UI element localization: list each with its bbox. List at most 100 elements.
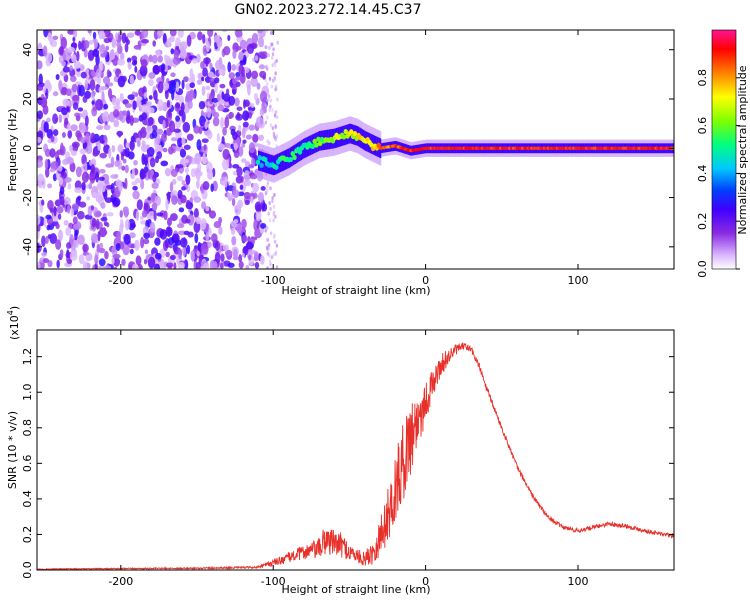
noise-cell xyxy=(222,126,227,136)
noise-cell xyxy=(264,191,268,196)
tick-label: 0.4 xyxy=(21,490,34,508)
noise-cell xyxy=(241,158,247,163)
noise-cell xyxy=(141,39,149,44)
noise-cell xyxy=(183,230,190,236)
noise-cell xyxy=(209,77,215,83)
noise-cell xyxy=(134,177,142,184)
noise-cell xyxy=(132,100,137,110)
snr-y-axis: 0.0 0.2 0.4 0.6 0.8 1.0 1.2 xyxy=(21,348,674,579)
snr-y-multiplier: (x104) xyxy=(6,306,21,340)
signal-band xyxy=(262,152,265,173)
noise-cell xyxy=(125,142,130,149)
signal-core xyxy=(297,149,303,155)
snr-x-label: Height of straight line (km) xyxy=(281,583,430,596)
noise-cell xyxy=(234,30,243,38)
noise-cell xyxy=(242,139,247,144)
noise-cell xyxy=(147,196,151,201)
noise-cell xyxy=(151,182,159,189)
noise-cell xyxy=(219,83,226,89)
noise-cell xyxy=(202,112,209,117)
noise-cell xyxy=(143,258,148,265)
noise-cell xyxy=(88,40,94,45)
noise-cell xyxy=(273,134,276,139)
noise-cell xyxy=(129,139,135,151)
noise-cell xyxy=(257,191,265,203)
noise-cell xyxy=(221,136,225,146)
signal-band xyxy=(281,151,283,172)
noise-cell xyxy=(131,55,138,62)
noise-cell xyxy=(267,53,270,58)
noise-cell xyxy=(86,196,90,201)
noise-cell xyxy=(47,32,52,42)
tick-label: 0.2 xyxy=(696,212,709,230)
noise-cell xyxy=(111,38,117,48)
signal-core xyxy=(352,131,358,137)
noise-cell xyxy=(258,134,265,141)
noise-cell xyxy=(275,243,279,248)
noise-cell xyxy=(239,60,247,66)
noise-cell xyxy=(216,93,221,102)
noise-cell xyxy=(222,244,230,252)
noise-cell xyxy=(149,157,156,168)
noise-cell xyxy=(266,184,269,189)
noise-cell xyxy=(267,94,271,99)
noise-cell xyxy=(243,99,250,107)
noise-cell xyxy=(103,124,111,131)
noise-cell xyxy=(37,224,41,232)
noise-cell xyxy=(181,186,186,191)
noise-cell xyxy=(256,224,260,229)
noise-cell xyxy=(117,180,123,192)
noise-cell xyxy=(233,218,239,224)
noise-cell xyxy=(201,76,205,82)
noise-cell xyxy=(170,30,175,35)
noise-cell xyxy=(181,136,186,146)
noise-cell xyxy=(226,192,233,197)
tick-label: 1.0 xyxy=(21,383,34,401)
noise-cell xyxy=(116,41,122,48)
noise-cell xyxy=(37,261,41,269)
noise-cell xyxy=(200,218,207,230)
noise-cell xyxy=(41,235,46,248)
noise-cell xyxy=(58,229,64,242)
noise-cell xyxy=(55,239,62,250)
noise-cell xyxy=(164,167,171,177)
noise-cell xyxy=(241,126,246,139)
tick-label: -100 xyxy=(261,274,286,287)
noise-cell xyxy=(85,132,90,144)
noise-cell xyxy=(233,150,240,158)
noise-cell xyxy=(129,248,134,255)
noise-cell xyxy=(53,205,57,217)
noise-cell xyxy=(260,186,266,191)
noise-cell xyxy=(232,131,238,141)
colorbar xyxy=(711,29,737,270)
noise-cell xyxy=(252,182,259,193)
noise-cell xyxy=(179,148,187,158)
noise-cell xyxy=(271,52,275,57)
noise-cell xyxy=(37,83,44,92)
noise-cell xyxy=(209,62,213,70)
noise-cell xyxy=(52,35,59,41)
noise-cell xyxy=(151,130,158,139)
noise-cell xyxy=(247,84,251,96)
noise-cell xyxy=(137,140,141,148)
noise-cell xyxy=(84,79,89,91)
noise-cell xyxy=(55,73,60,80)
noise-cell xyxy=(131,263,139,269)
noise-cell xyxy=(202,34,206,44)
noise-cell xyxy=(153,209,157,222)
noise-cell xyxy=(154,263,161,269)
noise-cell xyxy=(111,96,117,106)
noise-cell xyxy=(95,99,103,111)
noise-cell xyxy=(274,84,278,89)
noise-cell xyxy=(112,253,121,259)
noise-cell xyxy=(114,173,119,179)
noise-cell xyxy=(165,198,169,211)
noise-cell xyxy=(96,243,100,253)
noise-cell xyxy=(228,72,236,80)
noise-cell xyxy=(62,158,69,166)
noise-cell xyxy=(179,49,188,59)
spectrogram-frame xyxy=(36,29,675,270)
noise-cell xyxy=(56,149,64,155)
noise-cell xyxy=(205,231,210,242)
noise-cell xyxy=(64,117,69,126)
